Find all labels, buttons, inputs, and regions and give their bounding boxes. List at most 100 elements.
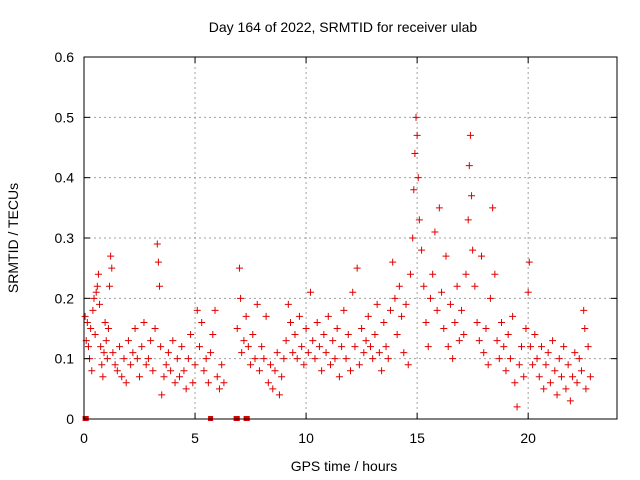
data-point	[244, 343, 252, 351]
data-point	[207, 349, 215, 357]
x-tick-label: 5	[191, 430, 199, 446]
data-point	[91, 331, 99, 339]
data-point	[493, 337, 501, 345]
data-point	[255, 367, 263, 375]
data-point	[280, 355, 288, 363]
x-tick-label: 0	[80, 430, 88, 446]
y-tick-label: 0	[66, 411, 74, 427]
data-point	[471, 282, 479, 290]
data-point	[267, 361, 275, 369]
data-point	[426, 294, 434, 302]
data-point	[482, 325, 490, 332]
data-point	[412, 113, 420, 121]
data-point	[251, 355, 259, 363]
data-point	[92, 288, 100, 296]
data-point	[506, 355, 514, 363]
data-point	[111, 361, 119, 369]
data-point	[202, 355, 210, 363]
data-point	[235, 264, 243, 272]
data-point	[284, 300, 292, 308]
data-point	[446, 300, 454, 308]
data-points	[81, 113, 594, 421]
data-point	[335, 373, 343, 381]
data-point	[273, 349, 281, 357]
data-point	[122, 379, 130, 387]
data-point	[175, 373, 183, 381]
data-point	[373, 300, 381, 308]
data-point	[97, 343, 105, 351]
data-point	[340, 306, 348, 314]
data-point	[191, 361, 199, 369]
data-point	[504, 331, 512, 339]
data-point	[347, 367, 354, 375]
data-point	[386, 306, 394, 314]
data-point	[215, 385, 223, 393]
data-point	[378, 367, 386, 375]
data-point	[540, 385, 548, 393]
data-point	[94, 270, 102, 278]
data-point	[442, 252, 450, 260]
data-point	[295, 312, 303, 320]
y-tick-label: 0.4	[55, 170, 75, 186]
data-point	[237, 294, 245, 302]
y-tick-label: 0.5	[55, 109, 75, 125]
data-point	[409, 234, 417, 242]
data-point	[486, 294, 494, 302]
data-point	[84, 343, 92, 351]
data-point	[98, 361, 106, 369]
data-point	[380, 318, 388, 326]
data-point	[562, 385, 570, 393]
data-point	[433, 306, 441, 314]
data-point	[466, 131, 474, 139]
data-point	[484, 361, 492, 369]
axis-ticks	[83, 56, 617, 420]
data-point	[455, 337, 463, 345]
data-point	[93, 282, 101, 290]
data-point	[81, 312, 89, 320]
data-point	[418, 246, 426, 254]
data-point	[149, 367, 157, 375]
data-point	[465, 162, 473, 170]
data-point	[164, 349, 172, 357]
data-point	[189, 379, 197, 387]
data-point	[291, 331, 299, 339]
data-point	[100, 349, 108, 357]
data-point	[349, 288, 357, 296]
data-point	[431, 228, 439, 236]
data-point	[338, 343, 346, 351]
data-point	[573, 379, 581, 387]
data-point	[298, 343, 306, 351]
data-point	[375, 349, 383, 357]
data-point	[101, 318, 109, 326]
data-point	[113, 367, 121, 375]
data-point	[342, 355, 350, 363]
data-point	[324, 312, 332, 320]
data-point	[460, 331, 468, 339]
data-point	[129, 349, 137, 357]
data-point	[182, 385, 190, 393]
data-point	[531, 331, 539, 339]
data-point	[366, 343, 374, 351]
data-point	[193, 306, 201, 314]
data-point	[522, 325, 530, 332]
data-point	[453, 282, 461, 290]
data-point	[566, 397, 574, 405]
data-point	[518, 343, 526, 351]
data-point	[116, 343, 124, 351]
data-point	[478, 252, 486, 260]
data-point	[156, 282, 164, 290]
data-point	[555, 355, 563, 363]
data-point	[500, 343, 508, 351]
data-point	[581, 325, 589, 332]
data-point	[382, 343, 390, 351]
data-point	[118, 373, 126, 381]
data-point	[351, 343, 359, 351]
data-point	[233, 325, 241, 332]
data-point	[398, 312, 406, 320]
data-point	[162, 361, 170, 369]
data-point	[107, 252, 115, 260]
data-point	[544, 349, 552, 357]
data-point	[502, 367, 510, 375]
data-point	[282, 337, 290, 345]
x-tick-labels: 0 5 10 15 20	[80, 430, 536, 446]
